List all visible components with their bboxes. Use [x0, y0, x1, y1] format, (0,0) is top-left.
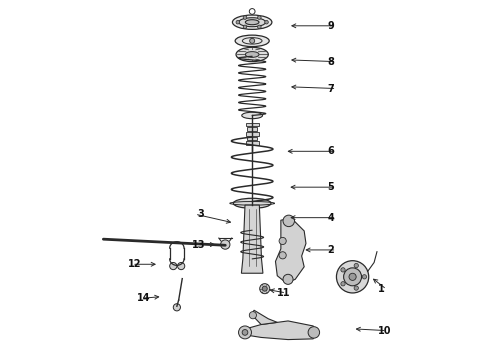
Circle shape	[243, 25, 247, 29]
Text: 4: 4	[327, 213, 334, 222]
Ellipse shape	[242, 112, 263, 119]
Text: 2: 2	[327, 245, 334, 255]
Polygon shape	[252, 310, 277, 324]
Ellipse shape	[245, 20, 259, 25]
Circle shape	[343, 268, 362, 286]
Polygon shape	[247, 136, 257, 140]
Circle shape	[170, 262, 177, 270]
Circle shape	[258, 16, 261, 19]
Circle shape	[239, 326, 251, 339]
Circle shape	[236, 21, 240, 24]
Ellipse shape	[232, 15, 272, 30]
Circle shape	[341, 268, 345, 272]
Circle shape	[260, 284, 270, 294]
Circle shape	[362, 275, 367, 279]
Circle shape	[258, 25, 261, 29]
Circle shape	[177, 262, 185, 270]
Circle shape	[349, 273, 356, 280]
Polygon shape	[245, 141, 259, 145]
Circle shape	[220, 240, 230, 249]
Circle shape	[354, 264, 358, 268]
Polygon shape	[242, 205, 263, 273]
Circle shape	[341, 282, 345, 286]
Text: 8: 8	[327, 57, 334, 67]
Ellipse shape	[239, 18, 266, 27]
Polygon shape	[245, 132, 259, 135]
Polygon shape	[247, 127, 257, 131]
Circle shape	[308, 327, 319, 338]
Circle shape	[354, 286, 358, 290]
Circle shape	[249, 312, 256, 319]
Text: 14: 14	[137, 293, 150, 303]
Text: 11: 11	[277, 288, 291, 298]
Circle shape	[250, 39, 255, 43]
Circle shape	[262, 286, 267, 291]
Circle shape	[243, 16, 247, 19]
Text: 6: 6	[327, 146, 334, 156]
Ellipse shape	[233, 198, 271, 208]
Text: 10: 10	[378, 325, 391, 336]
Polygon shape	[243, 321, 317, 339]
Text: 7: 7	[327, 84, 334, 94]
Ellipse shape	[245, 51, 259, 57]
Text: 3: 3	[197, 209, 204, 219]
Text: 9: 9	[327, 21, 334, 31]
Text: 1: 1	[378, 284, 385, 294]
Ellipse shape	[235, 35, 269, 46]
Circle shape	[242, 329, 248, 335]
Polygon shape	[275, 219, 306, 283]
Ellipse shape	[236, 47, 269, 62]
Circle shape	[337, 261, 368, 293]
Circle shape	[279, 237, 286, 244]
Polygon shape	[245, 123, 259, 126]
Text: 5: 5	[327, 182, 334, 192]
Text: 12: 12	[127, 259, 141, 269]
Circle shape	[283, 274, 293, 284]
Circle shape	[173, 304, 180, 311]
Circle shape	[265, 21, 269, 24]
Circle shape	[283, 215, 294, 226]
Circle shape	[279, 252, 286, 259]
Text: 13: 13	[192, 239, 205, 249]
